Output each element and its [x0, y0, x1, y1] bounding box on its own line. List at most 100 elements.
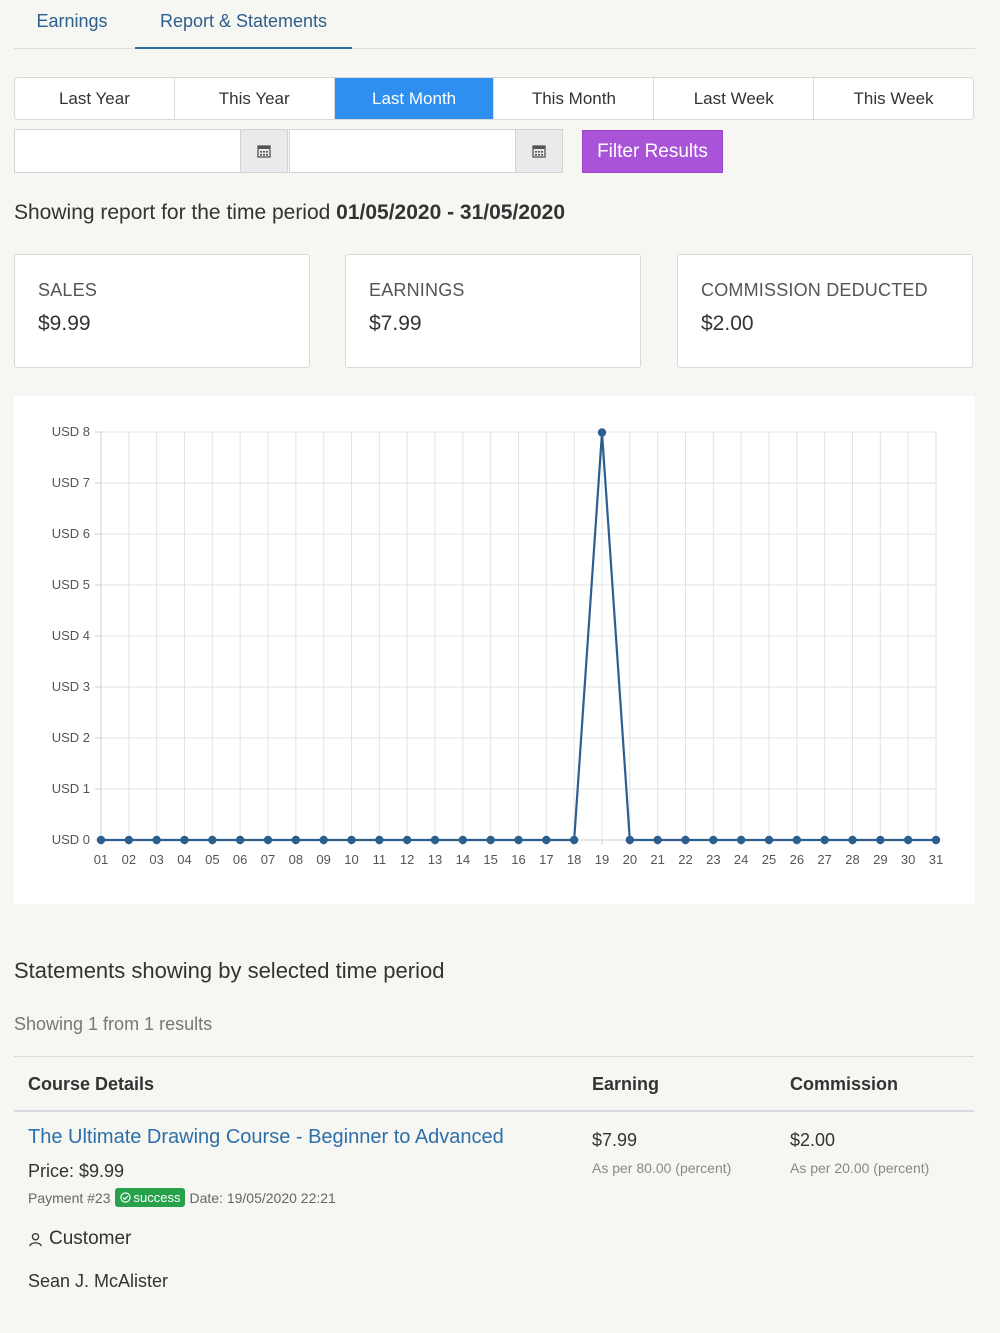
x-tick-label: 03: [149, 852, 163, 867]
period-last-month[interactable]: Last Month: [334, 78, 495, 119]
earnings-chart: USD 0 USD 1 USD 2 USD 3 USD 4 USD 5 USD 6 USD 7…: [14, 396, 975, 904]
x-tick-label: 07: [261, 852, 275, 867]
payment-date: Date: 19/05/2020 22:21: [189, 1189, 336, 1206]
x-tick-label: 06: [233, 852, 247, 867]
y-tick-label: USD 4: [52, 628, 90, 643]
x-tick-label: 04: [177, 852, 191, 867]
data-point: [903, 835, 913, 845]
period-last-week[interactable]: Last Week: [654, 78, 815, 119]
period-selector: Last Year This Year Last Month This Mont…: [14, 77, 974, 120]
x-tick-label: 20: [623, 852, 637, 867]
data-point: [931, 835, 941, 845]
x-tick-label: 25: [762, 852, 776, 867]
tab-earnings[interactable]: Earnings: [36, 11, 108, 31]
y-tick-label: USD 2: [52, 730, 90, 745]
filter-results-button[interactable]: Filter Results: [582, 130, 723, 173]
period-this-year[interactable]: This Year: [174, 78, 335, 119]
customer-name: Sean J. McAlister: [28, 1271, 169, 1291]
y-tick-label: USD 5: [52, 577, 90, 592]
x-tick-label: 17: [539, 852, 553, 867]
earnings-value: $7.99: [369, 312, 422, 335]
data-point: [208, 835, 217, 845]
start-date-calendar-button[interactable]: [240, 129, 288, 173]
data-point: [653, 835, 662, 845]
data-point: [709, 835, 718, 845]
payment-id: Payment #23: [28, 1189, 111, 1206]
x-tick-label: 01: [94, 852, 108, 867]
sales-card: SALES $9.99: [14, 254, 310, 368]
x-tick-label: 11: [373, 852, 387, 867]
data-point: [152, 835, 161, 845]
data-point: [486, 835, 495, 845]
data-point: [235, 835, 245, 845]
report-period-text: Showing report for the time period 01/05…: [14, 201, 565, 225]
earning-header: Earning: [592, 1074, 660, 1094]
report-tabs: Earnings Report & Statements: [14, 0, 975, 49]
payment-info: Payment #23 success Date: 19/05/2020 22:…: [28, 1188, 336, 1207]
start-date-input[interactable]: [14, 129, 242, 173]
earning-amount: $7.99: [592, 1130, 638, 1150]
period-this-week[interactable]: This Week: [814, 78, 973, 119]
data-point: [430, 835, 440, 845]
x-tick-label: 19: [595, 852, 609, 867]
x-tick-label: 13: [428, 852, 442, 867]
x-tick-label: 09: [316, 852, 330, 867]
x-tick-label: 16: [511, 852, 525, 867]
data-point: [347, 835, 356, 845]
x-tick-label: 12: [400, 852, 414, 867]
data-point: [514, 835, 523, 845]
data-point: [764, 835, 774, 845]
x-tick-label: 30: [901, 852, 915, 867]
data-point: [820, 835, 829, 845]
course-title-link[interactable]: The Ultimate Drawing Course - Beginner t…: [28, 1126, 504, 1148]
y-tick-label: USD 7: [52, 475, 90, 490]
statements-title: Statements showing by selected time peri…: [14, 958, 445, 983]
period-this-month[interactable]: This Month: [494, 78, 655, 119]
course-price: Price: $9.99: [28, 1161, 125, 1181]
table-header-divider: [14, 1110, 974, 1112]
data-point: [681, 835, 690, 845]
data-point: [736, 835, 746, 845]
customer-label: Customer: [49, 1228, 132, 1249]
commission-header: Commission: [790, 1074, 899, 1094]
x-tick-label: 26: [790, 852, 804, 867]
data-point: [597, 428, 607, 437]
x-tick-label: 18: [567, 852, 581, 867]
data-point: [96, 835, 106, 845]
course-details-header: Course Details: [28, 1074, 155, 1094]
data-point: [625, 835, 635, 845]
sales-value: $9.99: [38, 312, 91, 335]
user-icon: [29, 1232, 42, 1246]
status-text: success: [133, 1190, 181, 1205]
earning-note: As per 80.00 (percent): [592, 1160, 732, 1176]
earnings-line-chart: USD 0 USD 1 USD 2 USD 3 USD 4 USD 5 USD 6 USD 7…: [52, 424, 944, 867]
data-point: [458, 835, 468, 845]
y-tick-label: USD 8: [52, 424, 90, 439]
x-tick-label: 28: [845, 852, 859, 867]
status-badge: success: [114, 1188, 186, 1207]
commission-note: As per 20.00 (percent): [790, 1160, 930, 1176]
x-tick-label: 05: [205, 852, 219, 867]
period-last-year[interactable]: Last Year: [15, 78, 175, 119]
earnings-label: EARNINGS: [369, 280, 465, 300]
x-tick-label: 14: [456, 852, 470, 867]
y-tick-label: USD 1: [52, 781, 90, 796]
x-tick-label: 15: [483, 852, 497, 867]
y-tick-label: USD 0: [52, 832, 90, 847]
x-tick-label: 27: [817, 852, 831, 867]
tab-report-statements[interactable]: Report & Statements: [135, 0, 352, 49]
data-point: [291, 835, 301, 845]
data-point: [876, 835, 885, 845]
check-circle-icon: [119, 1192, 131, 1203]
end-date-calendar-button[interactable]: [515, 129, 563, 173]
data-point: [319, 835, 328, 845]
period-prefix: Showing report for the time period: [14, 201, 337, 224]
x-tick-label: 10: [344, 852, 358, 867]
earnings-card: EARNINGS $7.99: [345, 254, 641, 368]
commission-label: COMMISSION DEDUCTED: [701, 280, 928, 300]
results-count: Showing 1 from 1 results: [14, 1014, 213, 1034]
customer-heading: Customer: [28, 1228, 131, 1250]
commission-amount: $2.00: [790, 1130, 836, 1150]
end-date-input[interactable]: [289, 129, 517, 173]
data-point: [792, 835, 802, 845]
